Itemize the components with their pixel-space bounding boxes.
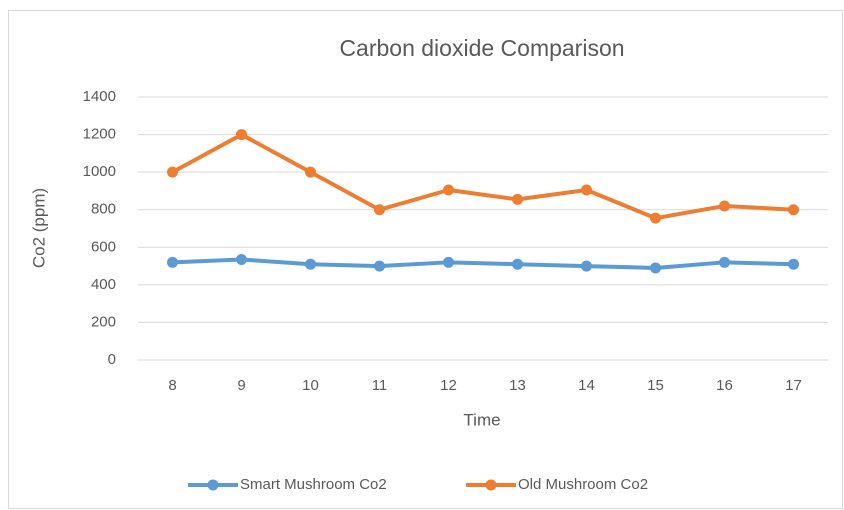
data-point (167, 166, 178, 178)
y-tick-label: 200 (91, 313, 116, 330)
legend-label: Old Mushroom Co2 (518, 476, 648, 493)
data-point (236, 253, 247, 265)
data-point (374, 204, 385, 216)
data-point (512, 193, 523, 205)
data-point (443, 256, 454, 268)
y-tick-label: 1000 (83, 163, 116, 180)
y-tick-label: 1400 (83, 88, 116, 105)
y-tick-label: 1200 (83, 126, 116, 143)
chart-border (8, 10, 843, 509)
data-point (305, 166, 316, 178)
x-tick-label: 17 (785, 377, 802, 394)
y-axis-label: Co2 (ppm) (29, 188, 48, 268)
x-tick-label: 16 (716, 377, 733, 394)
x-axis-label: Time (463, 410, 500, 429)
data-point (788, 258, 799, 270)
y-tick-label: 600 (91, 238, 116, 255)
data-point (512, 258, 523, 270)
data-point (305, 258, 316, 270)
x-tick-label: 10 (302, 377, 319, 394)
y-tick-label: 800 (91, 201, 116, 218)
legend-marker (207, 479, 219, 491)
data-point (443, 184, 454, 196)
x-tick-label: 15 (647, 377, 664, 394)
data-point (374, 260, 385, 272)
x-tick-label: 11 (372, 377, 388, 394)
chart-title: Carbon dioxide Comparison (339, 35, 624, 61)
data-point (719, 200, 730, 212)
x-tick-label: 12 (440, 377, 457, 394)
data-point (788, 204, 799, 216)
x-tick-label: 9 (237, 377, 245, 394)
data-point (719, 256, 730, 268)
x-tick-label: 14 (578, 377, 595, 394)
legend-marker (485, 479, 497, 491)
y-tick-label: 0 (108, 351, 116, 368)
data-point (581, 260, 592, 272)
y-tick-label: 400 (91, 276, 116, 293)
legend-label: Smart Mushroom Co2 (240, 476, 387, 493)
series-line (171, 132, 794, 221)
series-line (172, 257, 794, 270)
x-tick-label: 13 (509, 377, 526, 394)
data-point (650, 262, 661, 274)
data-point (581, 184, 592, 196)
data-point (650, 212, 661, 224)
x-tick-label: 8 (168, 377, 176, 394)
data-point (236, 129, 247, 141)
data-point (167, 256, 178, 268)
